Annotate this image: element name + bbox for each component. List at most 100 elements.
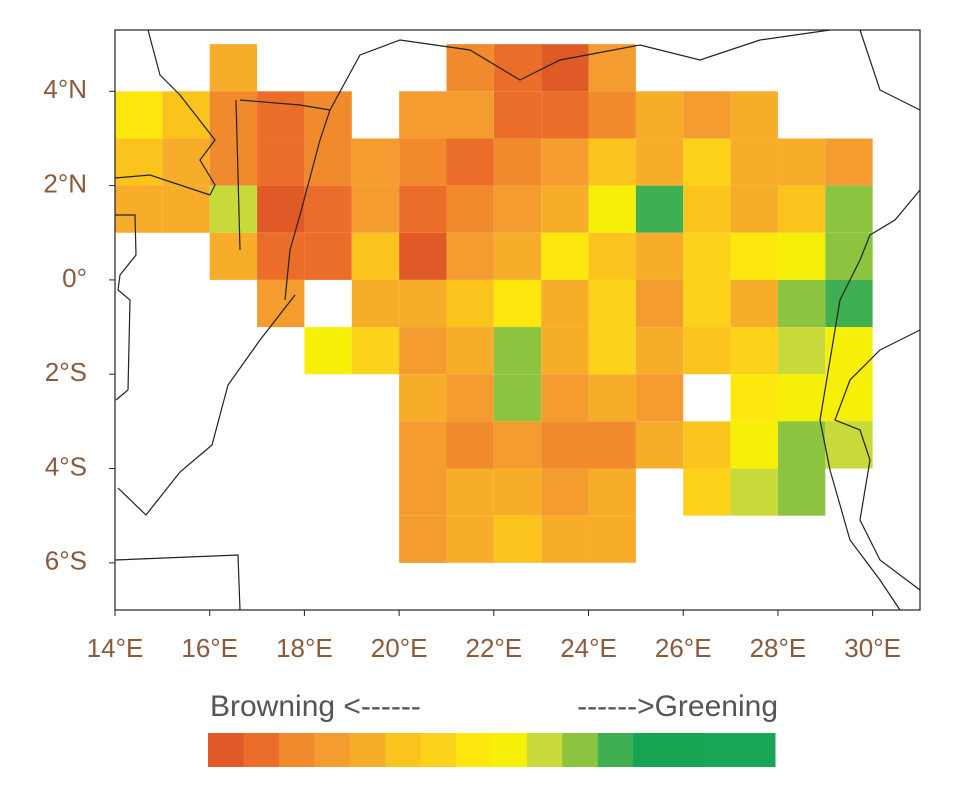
grid-cell — [446, 91, 494, 139]
grid-cell — [825, 232, 873, 280]
coastlines — [114, 29, 921, 611]
grid-cell — [399, 421, 447, 469]
grid-cell — [446, 44, 494, 92]
grid-cell — [825, 185, 873, 233]
colorbar-swatch — [349, 733, 386, 767]
coastline — [834, 329, 921, 591]
colorbar-swatch — [597, 733, 634, 767]
grid-cell — [493, 327, 542, 375]
grid-cell — [304, 232, 352, 280]
grid-cell — [635, 421, 684, 469]
grid-cell — [541, 421, 589, 469]
grid-cell — [683, 232, 731, 280]
coastline — [117, 294, 296, 516]
x-tick-label: 28°E — [750, 633, 807, 663]
grid-cell — [730, 232, 778, 280]
grid-cell — [115, 91, 163, 139]
grid-cell — [541, 185, 589, 233]
grid-cell — [209, 44, 258, 92]
grid-cell — [683, 327, 731, 375]
grid-cell — [304, 138, 352, 186]
border — [235, 99, 331, 301]
grid-cell — [730, 421, 778, 469]
grid-cell — [257, 91, 305, 139]
grid-cell — [115, 138, 163, 186]
grid-cell — [683, 185, 731, 233]
grid-cell — [541, 468, 589, 516]
grid-cell — [351, 279, 400, 328]
grid-cell — [351, 185, 400, 233]
grid-cell — [541, 279, 589, 328]
y-tick-label: 2°N — [43, 168, 87, 198]
grid-cell — [730, 279, 778, 328]
grid-cell — [635, 327, 684, 375]
grid-cell — [588, 138, 636, 186]
grid-cell — [777, 374, 826, 422]
grid-cell — [115, 185, 163, 233]
x-tick-label: 22°E — [465, 633, 522, 663]
x-tick-label: 18°E — [276, 633, 333, 663]
coastline — [115, 214, 137, 401]
x-tick-label: 26°E — [655, 633, 712, 663]
coastline — [819, 189, 921, 611]
colorbar-swatch — [314, 733, 351, 767]
colorbar-swatch — [668, 733, 705, 767]
grid-cell — [683, 468, 731, 516]
grid-cell — [825, 327, 873, 375]
grid-cell — [493, 44, 542, 92]
grid-cell — [493, 421, 542, 469]
grid-cell — [446, 279, 494, 328]
plot-frame — [114, 29, 921, 611]
grid-cell — [493, 138, 542, 186]
grid-cell — [399, 374, 447, 422]
grid-cell — [162, 185, 210, 233]
y-tick-label: 4°S — [45, 451, 87, 481]
grid-cell — [399, 138, 447, 186]
grid-cell — [588, 185, 636, 233]
grid-cell — [588, 421, 636, 469]
grid-cell — [730, 138, 778, 186]
grid-cell — [777, 138, 826, 186]
y-tick-label: 2°S — [45, 357, 87, 387]
grid-cell — [351, 138, 400, 186]
grid-cell — [351, 232, 400, 280]
grid-cell — [588, 515, 636, 563]
grid-cell — [493, 374, 542, 422]
coastline — [114, 29, 216, 196]
coastline — [329, 29, 921, 111]
y-tick-label: 4°N — [43, 74, 87, 104]
grid-cell — [635, 91, 684, 139]
legend-left-label: Browning <------ — [210, 690, 421, 723]
grid-cell — [399, 91, 447, 139]
grid-cell — [399, 327, 447, 375]
grid-cell — [588, 91, 636, 139]
colorbar-swatch — [562, 733, 599, 767]
grid-cell — [304, 327, 352, 375]
grid-cell — [777, 279, 826, 328]
x-tick-label: 16°E — [181, 633, 238, 663]
colorbar-swatch — [526, 733, 563, 767]
grid-cell — [446, 421, 494, 469]
grid-cell — [541, 515, 589, 563]
grid-cell — [825, 138, 873, 186]
grid-cell — [730, 374, 778, 422]
grid-cell — [257, 138, 305, 186]
grid-cell — [446, 468, 494, 516]
grid-cell — [777, 468, 826, 516]
grid-cell — [777, 327, 826, 375]
grid-cell — [777, 185, 826, 233]
grid-cell — [825, 279, 873, 328]
grid-cell — [399, 279, 447, 328]
grid-cell — [730, 91, 778, 139]
grid-cell — [588, 468, 636, 516]
grid-cell — [446, 374, 494, 422]
x-tick-label: 24°E — [560, 633, 617, 663]
grid-cell — [730, 468, 778, 516]
grid-cell — [209, 185, 258, 233]
grid-cell — [446, 515, 494, 563]
x-tick-label: 30°E — [844, 633, 901, 663]
y-tick-label: 0° — [62, 263, 87, 293]
grid-cell — [209, 138, 258, 186]
